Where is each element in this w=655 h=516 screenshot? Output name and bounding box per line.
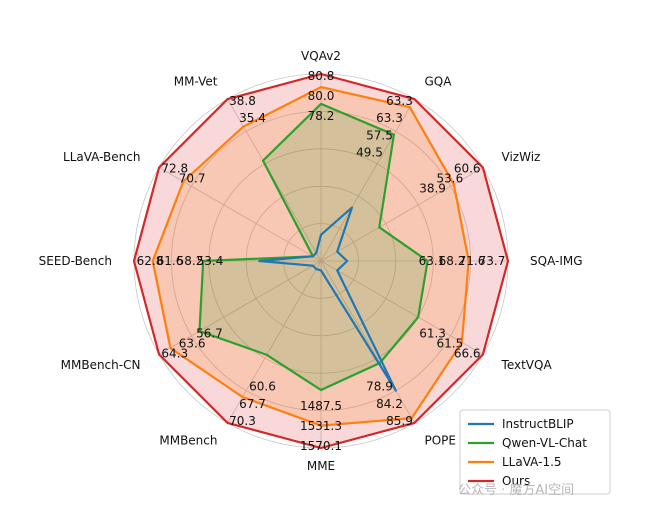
value-label: 61.5 [437,337,464,351]
value-label: 53.4 [197,254,224,268]
legend-item-qwen-vl-chat: Qwen-VL-Chat [502,436,587,450]
value-label: 72.8 [161,162,188,176]
legend-item-llava-1-5: LLaVA-1.5 [502,455,562,469]
value-label: 67.7 [239,397,266,411]
value-label: 66.6 [454,347,481,361]
value-label: 35.4 [239,111,266,125]
value-label: 70.7 [179,172,206,186]
radar-labels: VQAv2 80.8 80.0 78.2 GQA 63.3 63.3 57.5 49.5 VizW… [39,49,583,473]
watermark-text: 公众号 · 魔方AI空间 [458,482,574,498]
value-label: 63.6 [179,337,206,351]
legend-box [459,409,611,495]
value-label: 71.6 [459,254,486,268]
value-label: 38.9 [419,182,446,196]
value-label: 80.0 [308,89,335,103]
grid-spoke [158,167,322,262]
grid-spoke [320,260,415,424]
value-label: 60.6 [249,380,276,394]
legend: InstructBLIP Qwen-VL-Chat LLaVA-1.5 Ours [459,409,611,495]
value-label: 78.2 [308,109,335,123]
value-label: 68.2 [439,254,466,268]
value-label: 1487.5 [300,399,342,413]
axis-label-textvqa: TextVQA [501,358,553,372]
series-ours [132,72,510,450]
value-label: 60.6 [454,162,481,176]
value-label: 63.3 [376,111,403,125]
grid-spoke [158,260,322,355]
axis-label-llava-bench: LLaVA-Bench [63,150,140,164]
radar-series [132,72,510,450]
value-label: 62.8 [137,254,164,268]
grid-spoke [320,167,484,262]
value-label: 49.5 [356,146,383,160]
axis-label-mme: MME [307,459,335,473]
series-instructblip [258,206,397,392]
value-label: 85.9 [386,414,413,428]
grid-spoke [320,98,415,262]
legend-item-ours: Ours [502,474,530,488]
value-label: 56.7 [196,327,223,341]
value-label: 61.3 [419,327,446,341]
axis-label-seed-bench: SEED-Bench [39,254,112,268]
value-label: 1531.3 [300,419,342,433]
value-label: 84.2 [376,397,403,411]
value-label: 61.6 [157,254,184,268]
axis-label-pope: POPE [425,433,457,447]
value-label: 73.7 [479,254,506,268]
value-label: 57.5 [366,128,393,142]
grid-spoke [320,260,484,355]
axis-label-mmbench: MMBench [159,433,217,447]
value-label: 63.1 [419,254,446,268]
value-label: 70.3 [229,414,256,428]
value-label: 80.8 [308,69,335,83]
axis-label-vqav2: VQAv2 [301,49,341,63]
value-label: 58.2 [177,254,204,268]
value-label: 78.9 [366,380,393,394]
axis-label-mm-vet: MM-Vet [174,75,218,89]
axis-label-gqa: GQA [425,75,453,89]
legend-item-instructblip: InstructBLIP [502,417,574,431]
axis-label-mmbench-cn: MMBench-CN [61,358,141,372]
value-label: 64.3 [161,347,188,361]
axis-label-sqa-img: SQA-IMG [530,254,583,268]
grid-spoke [227,260,322,424]
axis-label-vizwiz: VizWiz [502,150,541,164]
value-label: 53.6 [437,172,464,186]
value-label: 1570.1 [300,439,342,453]
value-label: 38.8 [229,94,256,108]
value-label: 63.3 [386,94,413,108]
